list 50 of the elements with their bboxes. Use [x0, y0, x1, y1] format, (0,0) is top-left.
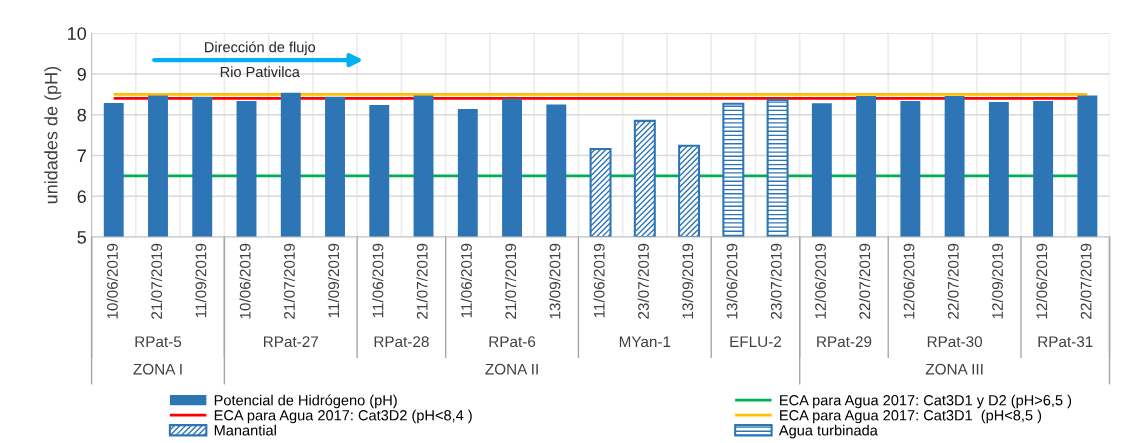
annotation: Rio Pativilca: [220, 66, 300, 78]
x-tick-label: 11/09/2019: [327, 243, 340, 318]
text: RPat-28: [374, 336, 429, 348]
legend-label: Agua turbinada: [778, 424, 878, 439]
x-tick-label: 23/07/2019: [770, 243, 782, 319]
text: ZONA III: [925, 363, 983, 375]
legend-label: ECA para Agua 2017: Cat3D2 (pH<8,4 ): [214, 409, 472, 424]
text: RPat-31: [1038, 336, 1093, 348]
x-tick-label: 22/07/2019: [1080, 243, 1092, 319]
x-tick-label: 10/06/2019: [106, 243, 118, 319]
annotation: Dirección de flujo: [205, 41, 316, 56]
x-tick-label: 13/09/2019: [681, 243, 694, 319]
y-tick-label: 8: [77, 108, 86, 122]
legend-label: ECA para Agua 2017: Cat3D1 (pH<8,5 ): [780, 409, 1042, 424]
y-tick-label: 10: [68, 27, 87, 40]
text: RPat-30: [927, 336, 983, 348]
x-tick-label: 12/09/2019: [991, 243, 1003, 319]
x-tick-label: 11/06/2019: [372, 243, 384, 318]
x-tick-label: 12/06/2019: [814, 243, 826, 319]
text: RPat-6: [489, 336, 536, 348]
legend-label: Potencial de Hidrógeno (pH): [214, 394, 397, 409]
x-tick-label: 21/07/2019: [283, 243, 295, 319]
text: MYan-1: [619, 336, 671, 348]
y-tick-label: 9: [77, 67, 86, 81]
y-axis-title: unidades de (pH): [44, 66, 62, 204]
x-tick-label: 13/09/2019: [549, 243, 561, 319]
x-tick-label: 21/07/2019: [150, 243, 163, 319]
x-tick-label: 11/09/2019: [195, 243, 207, 318]
x-tick-label: 11/06/2019: [460, 243, 472, 318]
text: ZONA II: [485, 363, 538, 375]
y-tick-label: 7: [77, 149, 86, 163]
x-tick-label: 12/06/2019: [1036, 243, 1048, 319]
text: RPat-29: [817, 336, 872, 348]
x-tick-label: 21/07/2019: [504, 243, 517, 319]
text: EFLU-2: [730, 336, 782, 348]
legend-label: ECA para Agua 2017: Cat3D1 y D2 (pH>6,5 ): [780, 394, 1072, 409]
y-tick-label: 6: [77, 190, 86, 203]
x-tick-label: 22/07/2019: [858, 243, 871, 319]
x-tick-label: 11/06/2019: [593, 243, 605, 318]
text: RPat-27: [264, 336, 319, 348]
y-tick-label: 5: [77, 231, 86, 244]
x-tick-label: 10/06/2019: [239, 243, 251, 319]
text: RPat-5: [135, 336, 182, 348]
legend-label: Manantial: [214, 424, 276, 436]
x-tick-label: 13/06/2019: [726, 243, 738, 319]
text: ZONA I: [133, 363, 182, 375]
x-tick-label: 23/07/2019: [637, 243, 649, 319]
x-tick-label: 21/07/2019: [416, 243, 428, 319]
x-tick-label: 12/06/2019: [903, 243, 915, 319]
x-tick-label: 22/07/2019: [947, 243, 959, 319]
